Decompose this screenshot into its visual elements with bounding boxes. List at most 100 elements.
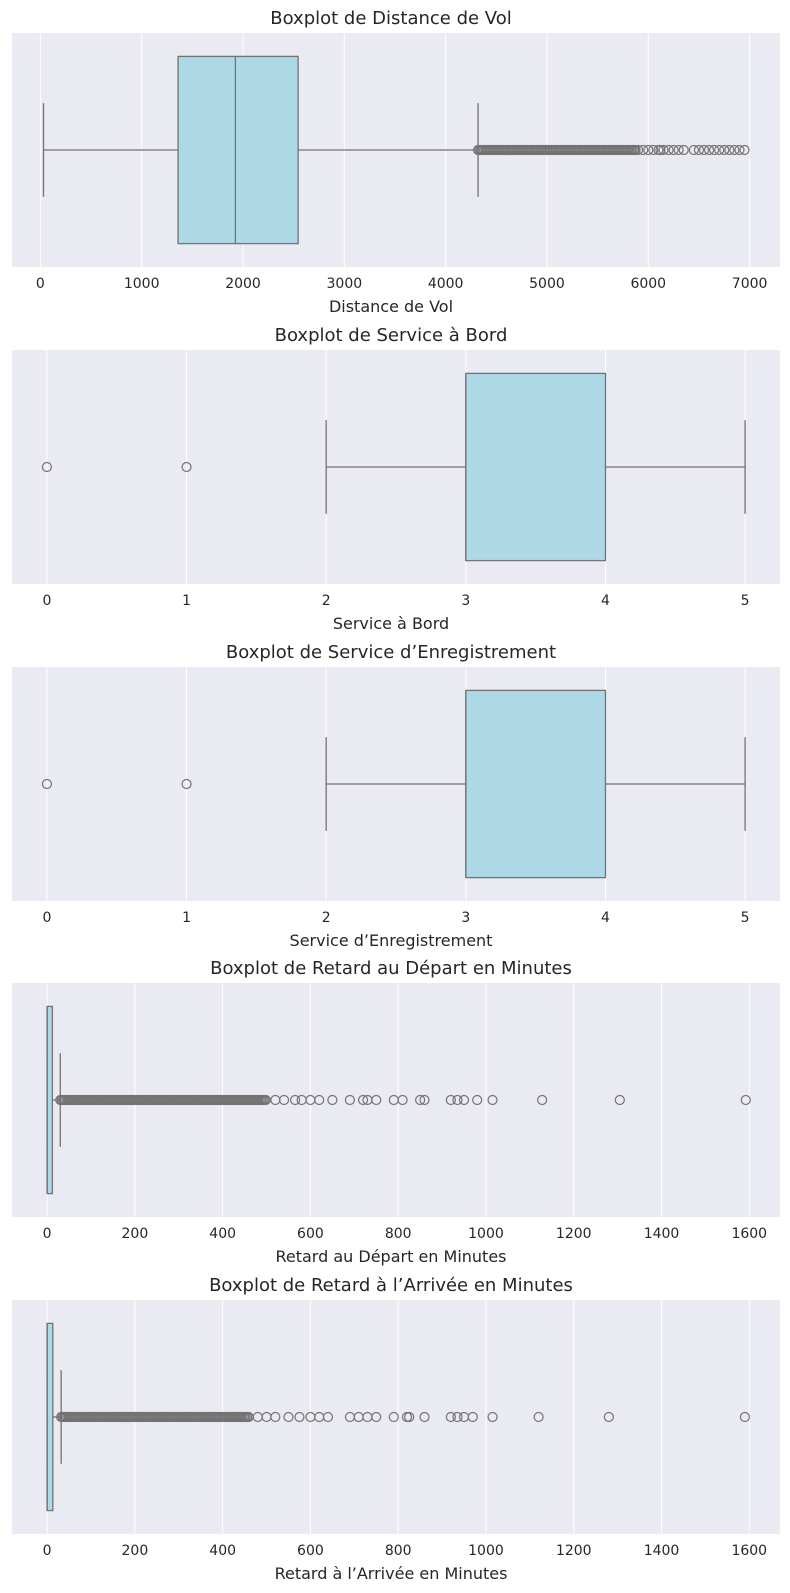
tick-label: 4000 <box>428 276 464 292</box>
tick-label: 600 <box>297 1543 324 1559</box>
outlier-point <box>688 144 699 156</box>
tick-label: 1400 <box>644 1543 680 1559</box>
outlier-point <box>703 144 715 156</box>
plot-background <box>12 1300 780 1534</box>
outlier-point <box>181 778 192 790</box>
outlier-point <box>724 144 735 156</box>
tick-label: 0 <box>42 910 51 926</box>
x-axis-label: Distance de Vol <box>329 297 453 316</box>
outlier-point <box>472 1094 483 1106</box>
tick-label: 1 <box>182 910 191 926</box>
tick-label: 3000 <box>327 276 363 292</box>
tick-label: 2 <box>322 910 331 926</box>
chart-panel: 0 200 400 600 800 1000 1200 1400 1600 Boxplot de … <box>12 958 780 1266</box>
tick-label: 0 <box>42 593 51 609</box>
outlier-point <box>404 1411 415 1423</box>
tick-label: 0 <box>36 276 45 292</box>
outlier-point <box>729 144 740 156</box>
tick-label: 1200 <box>556 1226 592 1242</box>
chart-panel: 0 1000 2000 3000 4000 5000 6000 7000 Boxplot de … <box>12 8 780 316</box>
iqr-box <box>177 55 299 245</box>
tick-label: 5 <box>741 910 750 926</box>
outlier-point <box>371 1411 382 1423</box>
outlier-point <box>698 144 710 156</box>
chart-panel: 0 1 2 3 4 5 Boxplot de Service d’Enregistremen… <box>12 642 780 950</box>
tick-label: 7000 <box>732 276 768 292</box>
tick-label: 200 <box>122 1226 149 1242</box>
outlier-point <box>668 144 679 156</box>
x-axis-label: Retard au Départ en Minutes <box>275 1247 506 1266</box>
outlier-point <box>388 1411 399 1423</box>
outlier-point <box>327 1094 338 1106</box>
outlier-point <box>322 1411 334 1423</box>
tick-label: 3 <box>461 593 470 609</box>
outlier-point <box>739 1411 750 1423</box>
outlier-point <box>278 1094 290 1106</box>
tick-label: 1200 <box>556 1543 592 1559</box>
outlier-point <box>537 1094 548 1106</box>
outlier-point <box>181 461 192 473</box>
outlier-point <box>614 1094 625 1106</box>
outlier-point <box>739 144 750 156</box>
outlier-point <box>633 144 644 156</box>
outlier-point <box>658 144 669 156</box>
iqr-box <box>46 1005 54 1195</box>
outlier-point <box>344 1094 356 1106</box>
outlier-point <box>458 1094 470 1106</box>
outlier-point <box>678 144 689 156</box>
x-axis-label: Retard à l’Arrivée en Minutes <box>275 1564 508 1583</box>
tick-label: 2000 <box>225 276 261 292</box>
iqr-box <box>46 1322 54 1512</box>
outlier-point <box>630 144 641 156</box>
chart-title: Boxplot de Distance de Vol <box>270 8 511 29</box>
outlier-point <box>714 144 725 156</box>
tick-label: 1000 <box>468 1226 504 1242</box>
outlier-point <box>643 144 654 156</box>
chart-title: Boxplot de Retard au Départ en Minutes <box>210 958 572 979</box>
tick-label: 800 <box>385 1543 412 1559</box>
tick-label: 0 <box>43 1543 52 1559</box>
x-axis-label: Service à Bord <box>333 614 449 633</box>
outlier-point <box>371 1094 382 1106</box>
tick-label: 1400 <box>644 1226 680 1242</box>
tick-label: 800 <box>385 1226 412 1242</box>
outlier-point <box>693 144 705 156</box>
tick-label: 4 <box>601 593 610 609</box>
iqr-box <box>465 689 607 879</box>
outlier-point <box>419 1411 430 1423</box>
outlier-point <box>638 144 649 156</box>
outlier-point <box>289 1094 301 1106</box>
outlier-point <box>740 1094 751 1106</box>
outlier-point <box>283 1411 294 1423</box>
chart-title: Boxplot de Service à Bord <box>275 325 508 346</box>
tick-label: 400 <box>209 1543 236 1559</box>
chart-panel: 0 1 2 3 4 5 Boxplot de Service à Bord Service à… <box>12 325 780 633</box>
tick-label: 400 <box>209 1226 236 1242</box>
outlier-point <box>655 144 666 156</box>
tick-label: 6000 <box>630 276 666 292</box>
tick-label: 600 <box>297 1226 324 1242</box>
tick-label: 1600 <box>731 1543 767 1559</box>
outlier-point <box>487 1411 498 1423</box>
outlier-point <box>487 1094 498 1106</box>
chart-title: Boxplot de Service d’Enregistrement <box>226 642 556 663</box>
outlier-point <box>719 144 730 156</box>
chart-panel: 0 200 400 600 800 1000 1200 1400 1600 Boxplot de … <box>12 1275 780 1583</box>
outlier-point <box>415 1094 426 1106</box>
tick-label: 1600 <box>731 1226 767 1242</box>
outlier-point <box>314 1094 325 1106</box>
outlier-point <box>452 1411 463 1423</box>
outlier-point <box>734 144 745 156</box>
outlier-point <box>673 144 684 156</box>
outlier-point <box>357 1094 369 1106</box>
tick-label: 5 <box>741 593 750 609</box>
tick-label: 1 <box>182 593 191 609</box>
tick-label: 0 <box>43 1226 52 1242</box>
tick-label: 5000 <box>529 276 565 292</box>
outlier-point <box>445 1411 456 1423</box>
outlier-point <box>397 1094 408 1106</box>
iqr-box <box>465 372 607 562</box>
tick-label: 1000 <box>468 1543 504 1559</box>
outlier-point <box>445 1094 456 1106</box>
